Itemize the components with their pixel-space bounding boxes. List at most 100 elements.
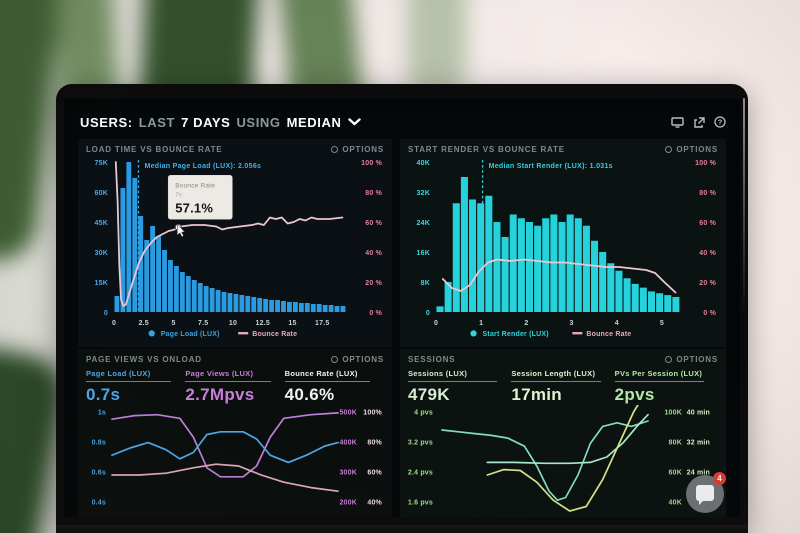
svg-text:20 %: 20 %	[699, 280, 716, 287]
svg-text:100 %: 100 %	[361, 160, 382, 167]
svg-text:4 pvs: 4 pvs	[414, 410, 433, 417]
range-muted: LAST	[138, 114, 176, 130]
svg-text:60 %: 60 %	[699, 220, 716, 227]
svg-text:3: 3	[570, 320, 574, 327]
load-time-vs-bounce-rate-chart[interactable]: 75K 60K 45K 30K 15K 0 100 % 80 % 60 % 40 % 20 % 0 %…	[86, 156, 384, 342]
dashboard-screen: USERS: LAST 7 DAYS USING MEDIAN	[64, 99, 740, 517]
panel-load-time-vs-bounce-rate: LOAD TIME VS BOUNCE RATE OPTIONS 75K 60K 4…	[78, 139, 392, 347]
metric-page-views: Page Views (LUX) 2.7Mpvs	[185, 369, 284, 405]
svg-text:300K: 300K	[339, 470, 357, 477]
svg-text:10: 10	[229, 320, 237, 327]
svg-text:400K: 400K	[339, 440, 357, 447]
svg-text:0.4s: 0.4s	[92, 500, 106, 507]
svg-text:40 min: 40 min	[687, 410, 710, 417]
svg-text:80K: 80K	[669, 440, 682, 447]
svg-text:500K: 500K	[339, 410, 357, 417]
svg-text:7.5: 7.5	[198, 320, 208, 327]
svg-text:40 %: 40 %	[365, 250, 382, 257]
users-label: USERS:	[80, 114, 133, 130]
panel-start-render-vs-bounce-rate: START RENDER VS BOUNCE RATE OPTIONS 40K 3…	[400, 139, 726, 347]
panel-sessions: SESSIONS OPTIONS Sessions (LUX) 479K Ses…	[400, 349, 726, 517]
svg-text:Bounce Rate: Bounce Rate	[175, 182, 215, 189]
panel-page-views-vs-onload: PAGE VIEWS VS ONLOAD OPTIONS Page Load (…	[78, 349, 392, 517]
svg-text:4: 4	[615, 320, 619, 327]
chat-widget-button[interactable]: 4	[686, 472, 726, 513]
dashboard-header: USERS: LAST 7 DAYS USING MEDIAN	[80, 109, 726, 135]
svg-text:0 %: 0 %	[369, 310, 382, 317]
monitor-icon[interactable]	[671, 116, 684, 128]
svg-text:20 %: 20 %	[365, 280, 382, 287]
svg-text:100K: 100K	[664, 410, 682, 417]
svg-text:Start Render (LUX): Start Render (LUX)	[483, 331, 549, 338]
chevron-down-icon	[347, 118, 361, 126]
metric-page-load: Page Load (LUX) 0.7s	[86, 369, 185, 405]
bezel-reflection	[743, 98, 745, 313]
share-icon[interactable]	[693, 116, 705, 128]
svg-text:80 %: 80 %	[365, 190, 382, 197]
svg-text:60%: 60%	[367, 470, 382, 477]
svg-text:0: 0	[426, 310, 430, 317]
svg-text:Bounce Rate: Bounce Rate	[252, 331, 297, 338]
svg-text:?: ?	[718, 118, 723, 127]
svg-text:0.8s: 0.8s	[92, 440, 106, 447]
panel-title: SESSIONS	[408, 355, 456, 364]
header-icons: ?	[671, 116, 726, 128]
svg-text:17.5: 17.5	[315, 320, 329, 327]
panels-grid: LOAD TIME VS BOUNCE RATE OPTIONS 75K 60K 4…	[78, 139, 726, 517]
svg-text:Page Load (LUX): Page Load (LUX)	[161, 331, 220, 338]
svg-text:30K: 30K	[95, 250, 108, 257]
svg-text:32K: 32K	[417, 190, 430, 197]
svg-text:100%: 100%	[363, 410, 382, 417]
gear-icon	[331, 356, 339, 363]
svg-text:0: 0	[434, 320, 438, 327]
svg-text:0 %: 0 %	[703, 310, 716, 317]
options-button[interactable]: OPTIONS	[331, 145, 384, 154]
svg-text:60K: 60K	[669, 470, 682, 477]
help-icon[interactable]: ?	[714, 116, 726, 128]
gear-icon	[665, 356, 673, 363]
gear-icon	[331, 146, 339, 153]
laptop-hinge	[56, 525, 748, 533]
aggregation-value: MEDIAN	[286, 114, 342, 130]
svg-text:57.1%: 57.1%	[175, 200, 213, 215]
chat-bubble-icon	[696, 485, 714, 505]
svg-text:40%: 40%	[367, 500, 382, 507]
svg-text:60 %: 60 %	[365, 220, 382, 227]
svg-text:60K: 60K	[95, 190, 108, 197]
start-render-vs-bounce-rate-chart[interactable]: 40K 32K 24K 16K 8K 0 100 % 80 % 60 % 40 % 20 % 0 % 0…	[408, 156, 718, 342]
svg-text:8K: 8K	[421, 280, 430, 287]
metric-bounce-rate: Bounce Rate (LUX) 40.6%	[284, 369, 384, 405]
metrics-row: Page Load (LUX) 0.7s Page Views (LUX) 2.…	[86, 369, 384, 405]
svg-text:24K: 24K	[417, 220, 430, 227]
panel-title: START RENDER VS BOUNCE RATE	[408, 145, 565, 154]
svg-text:45K: 45K	[95, 220, 108, 227]
panel-title: PAGE VIEWS VS ONLOAD	[86, 355, 202, 364]
options-button[interactable]: OPTIONS	[665, 145, 718, 154]
svg-text:2.4 pvs: 2.4 pvs	[408, 470, 433, 477]
chat-notification-badge: 4	[713, 472, 726, 485]
svg-text:7s: 7s	[175, 192, 182, 198]
svg-text:24 min: 24 min	[687, 470, 710, 477]
svg-text:5: 5	[171, 320, 175, 327]
gear-icon	[665, 146, 673, 153]
sessions-chart[interactable]: 4 pvs 3.2 pvs 2.4 pvs 1.6 pvs 100K 80K 60K 40K 4…	[408, 405, 718, 517]
svg-text:16K: 16K	[417, 250, 430, 257]
options-button[interactable]: OPTIONS	[665, 355, 718, 364]
svg-text:40 %: 40 %	[699, 250, 716, 257]
svg-text:0: 0	[112, 320, 116, 327]
svg-text:5: 5	[660, 320, 664, 327]
page-views-vs-onload-chart[interactable]: 1s 0.8s 0.6s 0.4s 500K 400K 300K 200K 100% 80% 60%…	[86, 405, 384, 517]
svg-text:12.5: 12.5	[255, 320, 269, 327]
options-button[interactable]: OPTIONS	[331, 355, 384, 364]
svg-text:Median Start Render (LUX): 1.0: Median Start Render (LUX): 1.031s	[489, 163, 613, 170]
panel-title: LOAD TIME VS BOUNCE RATE	[86, 145, 223, 154]
users-range-dropdown[interactable]: USERS: LAST 7 DAYS USING MEDIAN	[80, 115, 361, 130]
svg-text:40K: 40K	[417, 160, 430, 167]
svg-text:80 %: 80 %	[699, 190, 716, 197]
svg-text:15: 15	[288, 320, 296, 327]
svg-text:0: 0	[104, 310, 108, 317]
metric-pvs-per-session: PVs Per Session (LUX) 2pvs	[614, 369, 704, 404]
svg-text:1: 1	[479, 320, 483, 327]
metric-session-length: Session Length (LUX) 17min	[511, 369, 614, 405]
